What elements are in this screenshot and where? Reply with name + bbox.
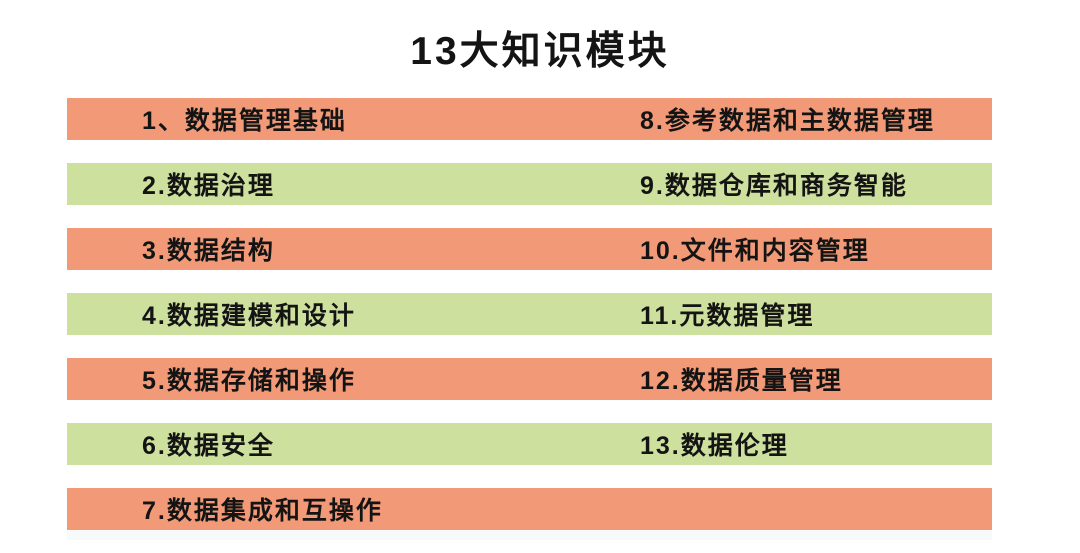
module-bar-row-4: 4.数据建模和设计 11.元数据管理 (67, 293, 992, 335)
module-bar-row-3: 3.数据结构 10.文件和内容管理 (67, 228, 992, 270)
module-bar-row-6: 6.数据安全 13.数据伦理 (67, 423, 992, 465)
module-item-9: 9.数据仓库和商务智能 (640, 172, 908, 200)
module-item-7: 7.数据集成和互操作 (142, 497, 383, 525)
module-bar-row-5: 5.数据存储和操作 12.数据质量管理 (67, 358, 992, 400)
module-bar-row-2: 2.数据治理 9.数据仓库和商务智能 (67, 163, 992, 205)
module-bar-row-7: 7.数据集成和互操作 (67, 488, 992, 530)
module-item-6: 6.数据安全 (142, 432, 275, 460)
module-item-5: 5.数据存储和操作 (142, 367, 356, 395)
module-item-13: 13.数据伦理 (640, 432, 789, 460)
bottom-edge-strip (67, 531, 992, 540)
module-item-2: 2.数据治理 (142, 172, 275, 200)
module-item-4: 4.数据建模和设计 (142, 302, 356, 330)
module-item-12: 12.数据质量管理 (640, 367, 843, 395)
page-title: 13大知识模块 (410, 30, 670, 73)
module-item-10: 10.文件和内容管理 (640, 237, 870, 265)
module-item-8: 8.参考数据和主数据管理 (640, 107, 935, 135)
module-item-1: 1、数据管理基础 (142, 107, 347, 135)
module-list: 1、数据管理基础 8.参考数据和主数据管理 2.数据治理 9.数据仓库和商务智能… (67, 98, 992, 553)
module-item-3: 3.数据结构 (142, 237, 275, 265)
module-bar-row-1: 1、数据管理基础 8.参考数据和主数据管理 (67, 98, 992, 140)
module-item-11: 11.元数据管理 (640, 302, 815, 330)
